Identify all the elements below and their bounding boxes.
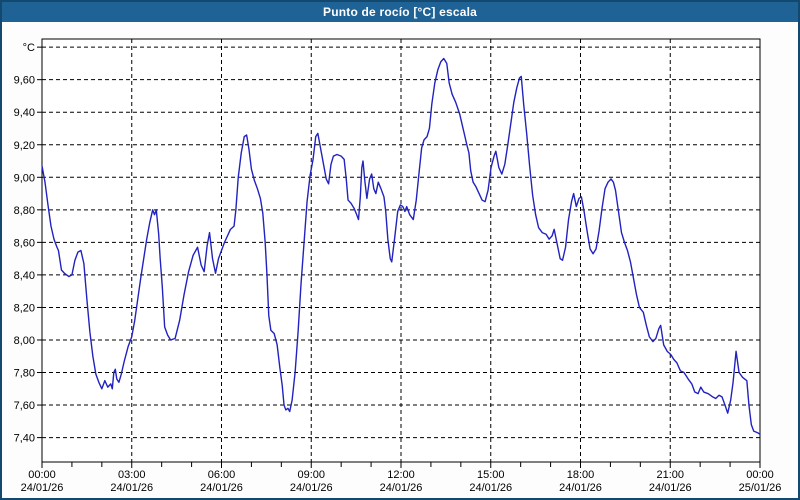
- y-axis-label: 9,00: [14, 172, 35, 184]
- y-axis-label: 7,80: [14, 368, 35, 380]
- y-axis-label: 8,20: [14, 302, 35, 314]
- chart-title: Punto de rocío [°C] escala: [322, 5, 478, 19]
- y-axis-label: 8,00: [14, 335, 35, 347]
- y-axis-label: 9,40: [14, 107, 35, 119]
- y-axis-label: 8,40: [14, 270, 35, 282]
- x-axis-time-label: 09:00: [297, 469, 325, 481]
- x-axis-date-label: 25/01/26: [739, 482, 782, 494]
- x-axis-time-label: 21:00: [656, 469, 684, 481]
- x-axis-date-label: 24/01/26: [21, 482, 64, 494]
- y-axis-label: 9,20: [14, 140, 35, 152]
- x-axis-date-label: 24/01/26: [200, 482, 243, 494]
- x-axis-date-label: 24/01/26: [469, 482, 512, 494]
- x-axis-time-label: 00:00: [28, 469, 56, 481]
- x-axis-time-label: 18:00: [567, 469, 595, 481]
- x-axis-date-label: 24/01/26: [110, 482, 153, 494]
- x-axis-time-label: 03:00: [118, 469, 146, 481]
- x-axis-date-label: 24/01/26: [380, 482, 423, 494]
- x-axis-time-label: 00:00: [746, 469, 774, 481]
- chart-area: 9,60 9,40 9,20 9,00 8,80 8,60 8,40 8,20 8,00 7,80…: [2, 22, 798, 496]
- x-axis-time-label: 12:00: [387, 469, 415, 481]
- data-line: [41, 57, 761, 436]
- y-axis-label: 9,60: [14, 75, 35, 87]
- x-axis-date-label: 24/01/26: [559, 482, 602, 494]
- y-axis-label: 8,60: [14, 237, 35, 249]
- x-axis-time-label: 15:00: [477, 469, 505, 481]
- y-axis-label: 7,40: [14, 433, 35, 445]
- chart-canvas: 9,60 9,40 9,20 9,00 8,80 8,60 8,40 8,20 8,00 7,80…: [14, 38, 782, 494]
- x-axis-date-label: 24/01/26: [649, 482, 692, 494]
- title-bar: Punto de rocío [°C] escala: [2, 2, 798, 22]
- x-axis-time-label: 06:00: [208, 469, 236, 481]
- y-axis-unit-label: °C: [23, 42, 35, 54]
- x-axis-date-label: 24/01/26: [290, 482, 333, 494]
- y-axis-label: 8,80: [14, 205, 35, 217]
- y-axis-label: 7,60: [14, 400, 35, 412]
